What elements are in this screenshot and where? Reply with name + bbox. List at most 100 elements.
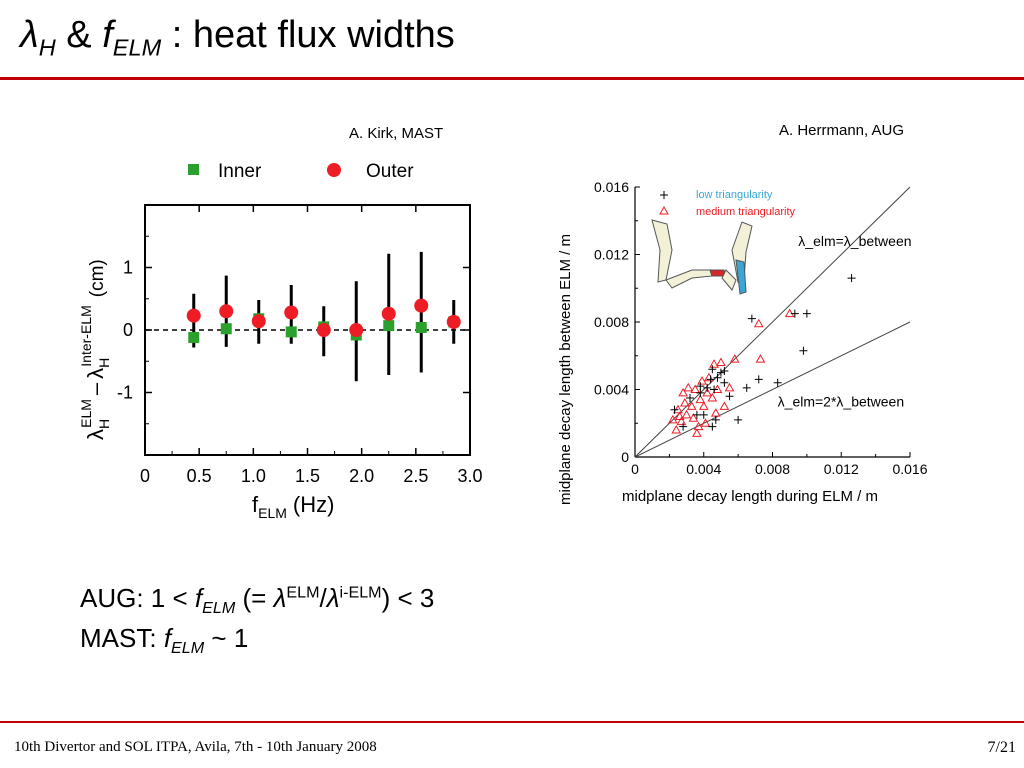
title-f: f bbox=[102, 14, 113, 56]
summary-mast-f: f bbox=[163, 623, 172, 653]
summary-mast-suffix: ~ 1 bbox=[211, 623, 249, 653]
aug-legend-medium-label: medium triangularity bbox=[696, 206, 796, 218]
aug-medium-point bbox=[683, 382, 694, 392]
legend-outer-marker bbox=[327, 163, 341, 177]
mast-tick-labels: 0 0.5 1.0 1.5 2.0 2.5 3.0 -1 0 1 bbox=[117, 258, 483, 487]
mast-markers bbox=[186, 298, 461, 343]
aug-xtick-label: 0.012 bbox=[824, 461, 859, 477]
aug-medium-point bbox=[709, 359, 719, 368]
aug-low-point bbox=[708, 422, 717, 431]
aug-tick-labels: 0 0.004 0.008 0.012 0.016 0 0.004 0.008 0.012 0.0… bbox=[594, 179, 928, 477]
title-rest: : heat flux widths bbox=[171, 14, 455, 56]
mast-inner-point bbox=[415, 322, 427, 333]
summary-mast-prefix: MAST: bbox=[80, 623, 157, 653]
aug-low-point bbox=[711, 415, 720, 424]
aug-medium-point bbox=[698, 401, 709, 410]
mast-xtick-label: 2.0 bbox=[349, 466, 374, 486]
summary-aug: AUG: 1 < fELM (= λELM/λi-ELM) < 3 bbox=[80, 583, 434, 618]
summary-mast: MAST: fELM ~ 1 bbox=[80, 623, 248, 658]
mast-xtick-label: 0.5 bbox=[187, 466, 212, 486]
aug-low-point bbox=[710, 385, 719, 394]
summary-aug-eq: (= bbox=[242, 583, 267, 613]
summary-aug-slash: / bbox=[319, 583, 327, 613]
aug-medium-point bbox=[753, 318, 764, 328]
aug-low-point bbox=[802, 309, 811, 318]
mast-outer-point bbox=[186, 308, 201, 323]
aug-medium-point bbox=[755, 354, 766, 363]
mast-xlabel: fELM (Hz) bbox=[252, 492, 334, 521]
aug-reference-line bbox=[634, 186, 911, 458]
aug-low-point bbox=[773, 378, 782, 387]
aug-medium-point bbox=[667, 414, 678, 424]
mast-xtick-label: 0 bbox=[140, 466, 150, 486]
mast-xtick-label: 3.0 bbox=[457, 466, 482, 486]
aug-medium-point bbox=[707, 392, 718, 402]
mast-inner-point bbox=[220, 323, 232, 335]
aug-low-point bbox=[670, 405, 679, 414]
aug-low-point bbox=[692, 410, 701, 419]
aug-xlabel: midplane decay length during ELM / m bbox=[622, 488, 878, 505]
aug-low-point bbox=[790, 309, 799, 318]
mast-xtick-label: 1.5 bbox=[295, 466, 320, 486]
mast-errorbars bbox=[192, 251, 456, 382]
title-lambda: λ bbox=[20, 14, 39, 56]
aug-medium-point bbox=[697, 376, 707, 385]
summary-aug-f-sub: ELM bbox=[202, 599, 236, 618]
divertor-icon bbox=[651, 219, 753, 295]
aug-legend: low triangularity medium triangularity bbox=[659, 189, 796, 218]
aug-medium-point bbox=[695, 394, 706, 404]
aug-reference-label: λ_elm=λ_between bbox=[798, 233, 911, 249]
aug-ytick-label: 0.004 bbox=[594, 382, 629, 398]
mast-outer-point bbox=[251, 314, 266, 329]
aug-low-point bbox=[696, 388, 705, 397]
aug-low-point bbox=[747, 314, 756, 323]
aug-medium-point bbox=[692, 428, 702, 437]
aug-ytick-label: 0.008 bbox=[594, 314, 629, 330]
aug-medium-point bbox=[678, 387, 688, 397]
aug-medium-point bbox=[724, 382, 735, 392]
page-number: 7/21 bbox=[987, 739, 1016, 756]
aug-medium-point bbox=[729, 354, 740, 363]
aug-medium-point bbox=[679, 397, 690, 407]
aug-ytick-label: 0 bbox=[621, 449, 629, 465]
mast-ylabel: λHELM–λHInter-ELM(cm) bbox=[78, 259, 112, 440]
aug-low-point bbox=[720, 378, 729, 387]
aug-medium-point bbox=[690, 384, 701, 393]
title-rule bbox=[0, 77, 1024, 80]
aug-legend-low-label: low triangularity bbox=[696, 189, 773, 201]
aug-low-point bbox=[799, 346, 808, 355]
title-amp: & bbox=[66, 14, 92, 56]
aug-low-point bbox=[742, 383, 751, 392]
credit-left: A. Kirk, MAST bbox=[349, 125, 444, 142]
mast-ticks bbox=[144, 205, 471, 455]
aug-low-point bbox=[686, 393, 694, 402]
aug-medium-point bbox=[719, 401, 730, 410]
mast-chart: Inner Outer 0 0.5 1.0 1.5 2.0 2.5 3.0 -1 0 1 fELM(… bbox=[78, 161, 483, 521]
summary-aug-sup1: ELM bbox=[286, 583, 320, 602]
aug-reference-label: λ_elm=2*λ_between bbox=[778, 393, 904, 409]
aug-ytick-label: 0.016 bbox=[594, 179, 629, 195]
aug-low-point bbox=[725, 392, 734, 401]
legend-inner-label: Inner bbox=[218, 161, 262, 182]
aug-ylabel: midplane decay length between ELM / m bbox=[557, 234, 574, 505]
aug-low-point bbox=[847, 274, 856, 283]
aug-legend-low-marker bbox=[660, 191, 668, 199]
aug-medium-point bbox=[710, 408, 721, 417]
title-f-sub: ELM bbox=[112, 34, 162, 61]
aug-chart: 0 0.004 0.008 0.012 0.016 0 0.004 0.008 0.012 0.0… bbox=[557, 179, 928, 505]
credit-right: A. Herrmann, AUG bbox=[779, 122, 905, 139]
mast-outer-point bbox=[414, 298, 429, 313]
mast-outer-point bbox=[316, 323, 331, 337]
aug-medium-point bbox=[671, 424, 682, 434]
mast-outer-point bbox=[349, 323, 364, 337]
aug-markers bbox=[667, 274, 856, 437]
summary-aug-suffix: ) < 3 bbox=[381, 583, 435, 613]
aug-low-point bbox=[734, 415, 743, 424]
aug-medium-point bbox=[681, 409, 692, 419]
aug-low-point bbox=[713, 373, 722, 382]
summary-mast-f-sub: ELM bbox=[171, 639, 205, 658]
aug-xtick-label: 0.016 bbox=[892, 461, 927, 477]
mast-outer-point bbox=[381, 306, 396, 321]
title-lambda-sub: H bbox=[38, 34, 56, 61]
aug-medium-point bbox=[693, 421, 704, 431]
